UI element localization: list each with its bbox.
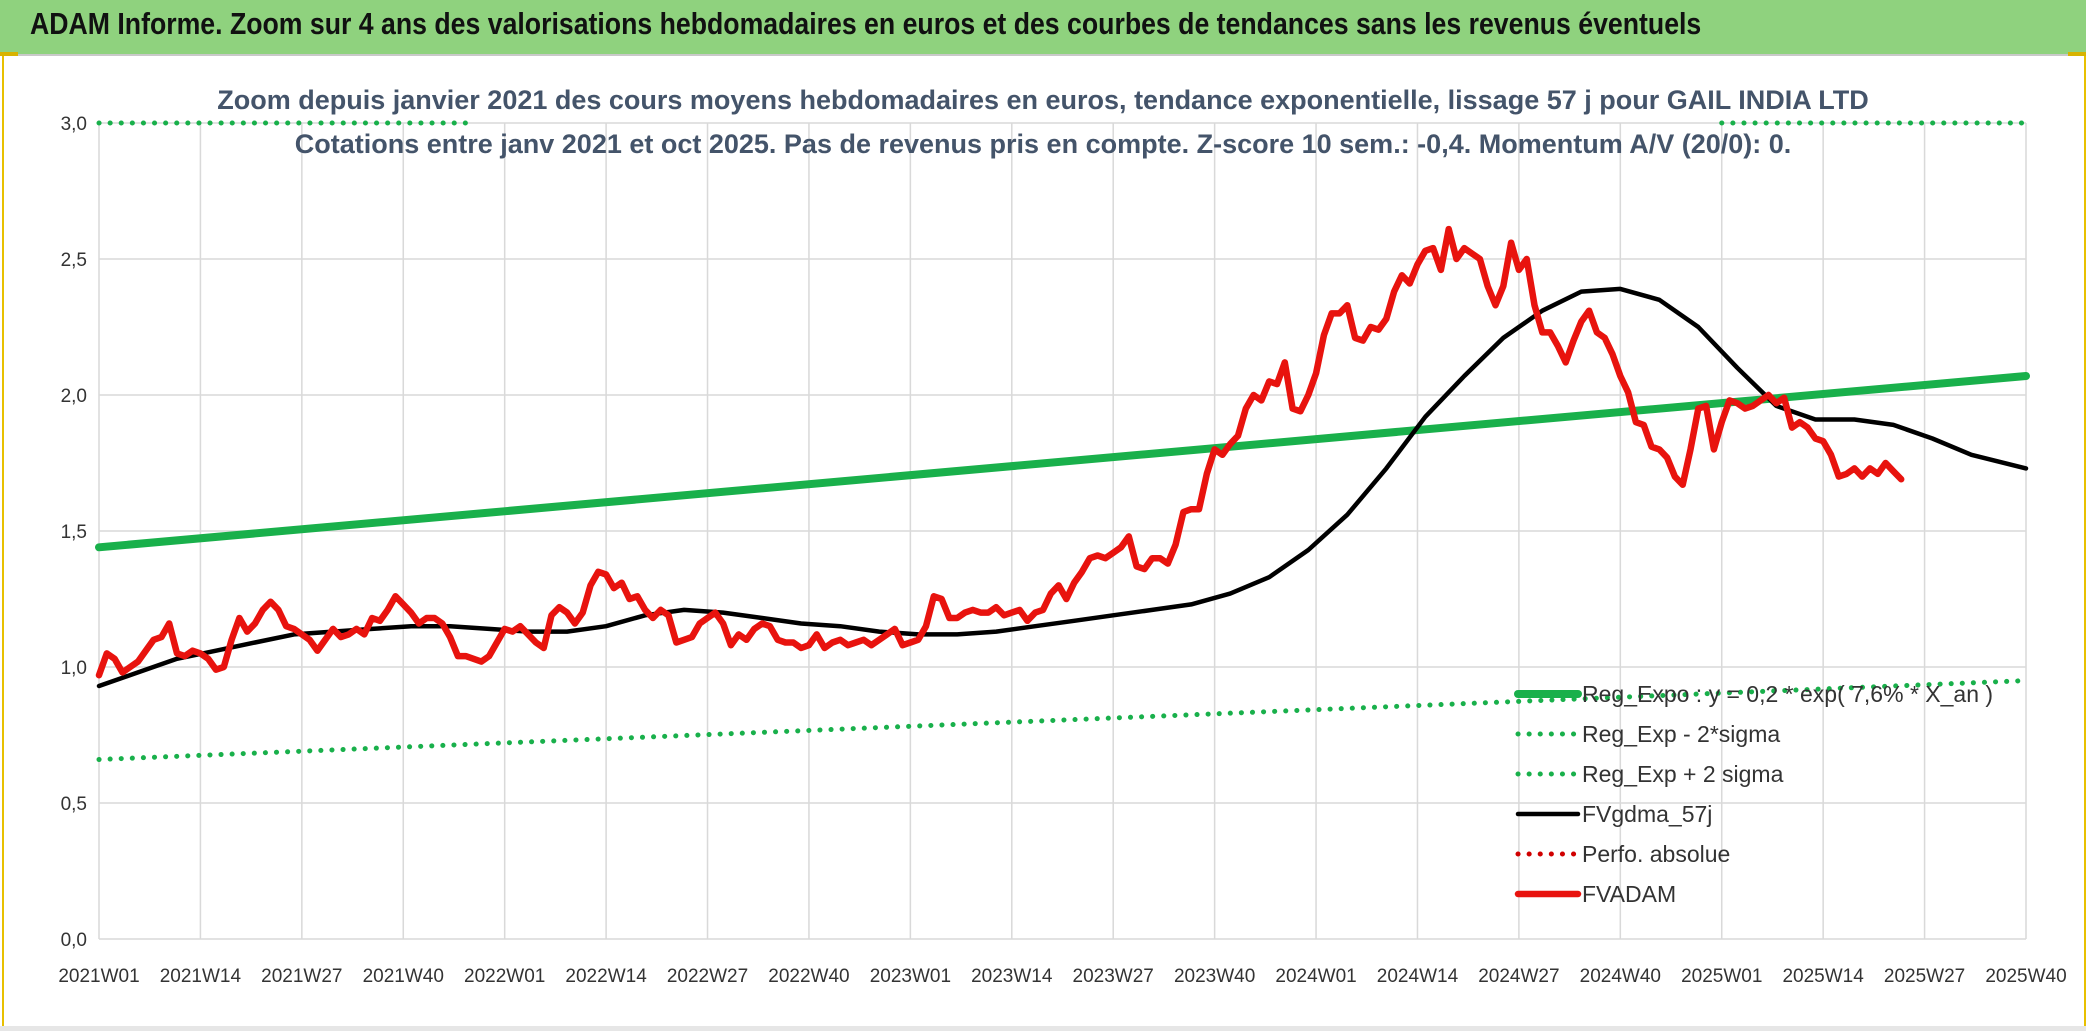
bottom-strip [0, 1026, 2086, 1031]
x-tick-label: 2023W40 [1174, 966, 1255, 987]
x-tick-label: 2021W27 [261, 966, 342, 987]
y-tick-label: 0,0 [61, 930, 87, 951]
x-tick-label: 2023W01 [870, 966, 951, 987]
x-tick-label: 2021W40 [363, 966, 444, 987]
x-tick-label: 2023W27 [1073, 966, 1154, 987]
chart-subtitle: Cotations entre janv 2021 et oct 2025. P… [295, 129, 1792, 159]
y-tick-label: 0,5 [61, 794, 87, 815]
y-tick-label: 1,5 [61, 522, 87, 543]
legend-label: Reg_Exp - 2*sigma [1582, 721, 1780, 747]
legend-label: Reg_Expo : y = 0,2 * exp( 7,6% * X_an ) [1582, 681, 1993, 707]
x-tick-label: 2022W14 [565, 966, 647, 987]
x-tick-label: 2024W01 [1275, 966, 1356, 987]
y-axis-ticks: 0,0 0,5 1,0 1,5 2,0 2,5 3,0 [61, 114, 87, 951]
report-header: ADAM Informe. Zoom sur 4 ans des valoris… [0, 0, 2086, 56]
report-title: ADAM Informe. Zoom sur 4 ans des valoris… [30, 6, 1702, 41]
x-tick-label: 2025W01 [1681, 966, 1762, 987]
series-fvgdma-57j [96, 286, 2029, 689]
x-tick-label: 2022W40 [768, 966, 849, 987]
x-tick-label: 2021W01 [58, 966, 139, 987]
x-tick-label: 2025W40 [1985, 966, 2066, 987]
x-tick-label: 2023W14 [971, 966, 1053, 987]
chart-grid [98, 122, 2027, 940]
y-tick-label: 2,0 [61, 386, 87, 407]
corner-accent-right [2068, 52, 2086, 56]
x-axis-ticks: 2021W01 2021W14 2021W27 2021W40 2022W01 2022W… [58, 966, 2066, 987]
x-tick-label: 2021W14 [160, 966, 242, 987]
y-tick-label: 1,0 [61, 658, 87, 679]
legend-label: FVADAM [1582, 881, 1676, 907]
chart-series [95, 120, 2030, 762]
x-tick-label: 2024W27 [1478, 966, 1559, 987]
x-tick-label: 2022W27 [667, 966, 748, 987]
corner-accent-left [0, 52, 18, 56]
x-tick-label: 2024W40 [1580, 966, 1661, 987]
chart-title: Zoom depuis janvier 2021 des cours moyen… [217, 85, 1868, 115]
legend-label: FVgdma_57j [1582, 801, 1712, 827]
y-tick-label: 3,0 [61, 114, 87, 135]
series-fvadam [95, 225, 1905, 679]
x-tick-label: 2024W14 [1377, 966, 1459, 987]
x-tick-label: 2022W01 [464, 966, 545, 987]
x-tick-label: 2025W14 [1782, 966, 1864, 987]
x-tick-label: 2025W27 [1884, 966, 1965, 987]
legend-label: Reg_Exp + 2 sigma [1582, 761, 1784, 787]
legend-label: Perfo. absolue [1582, 841, 1730, 867]
y-tick-label: 2,5 [61, 250, 87, 271]
chart-legend: Reg_Expo : y = 0,2 * exp( 7,6% * X_an ) R… [1514, 681, 1993, 907]
series-reg-exp-2-sigma [96, 678, 2029, 762]
chart-frame [2, 56, 2086, 1029]
